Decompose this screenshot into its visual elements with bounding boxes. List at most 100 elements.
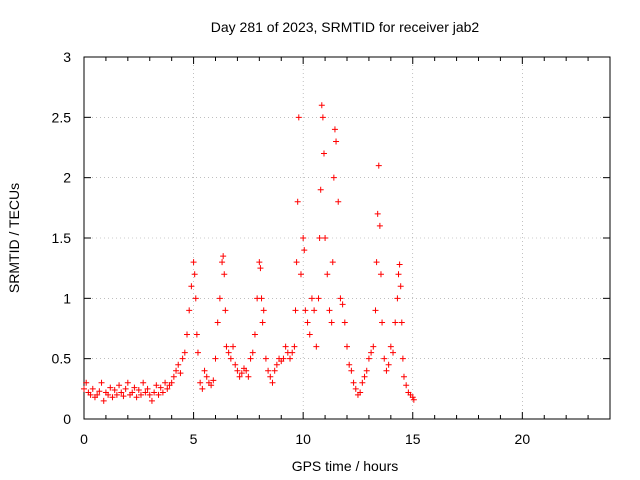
- data-point: [168, 379, 175, 386]
- data-point: [376, 222, 383, 229]
- x-tick-labels: 0 5 10 15 20: [80, 431, 530, 447]
- data-point: [153, 382, 160, 389]
- data-point: [297, 271, 304, 278]
- data-point: [177, 370, 184, 377]
- data-point: [109, 394, 116, 401]
- data-point: [129, 389, 136, 396]
- data-point: [148, 397, 155, 404]
- data-point: [186, 307, 193, 314]
- data-point: [381, 355, 388, 362]
- data-point: [214, 319, 221, 326]
- data-point: [98, 379, 105, 386]
- data-point: [375, 162, 382, 169]
- y-axis-label: SRMTID / TECUs: [6, 183, 22, 293]
- data-point: [193, 331, 200, 338]
- data-point: [398, 319, 405, 326]
- data-point: [184, 331, 191, 338]
- data-point: [216, 295, 223, 302]
- data-point: [208, 382, 215, 389]
- data-point: [151, 389, 158, 396]
- data-point: [105, 391, 112, 398]
- data-point: [107, 384, 114, 391]
- data-point: [116, 382, 123, 389]
- data-point: [131, 384, 138, 391]
- data-point: [339, 301, 346, 308]
- y-tick-label: 3: [63, 49, 71, 65]
- data-point: [282, 343, 289, 350]
- data-point: [175, 361, 182, 368]
- data-point: [190, 259, 197, 266]
- data-point: [390, 349, 397, 356]
- data-point: [94, 391, 101, 398]
- data-point: [181, 349, 188, 356]
- tick-marks: [83, 56, 610, 420]
- data-point: [201, 367, 208, 374]
- data-point: [96, 388, 103, 395]
- data-point: [313, 343, 320, 350]
- data-point: [399, 355, 406, 362]
- data-point: [316, 235, 323, 241]
- data-point: [227, 355, 234, 362]
- data-point: [199, 385, 206, 392]
- data-point: [287, 355, 294, 362]
- data-point: [300, 235, 307, 241]
- y-tick-labels: 0 0.5 1 1.5 2 2.5 3: [52, 49, 72, 427]
- data-point: [348, 367, 355, 374]
- data-point: [373, 259, 380, 266]
- data-point: [81, 385, 87, 392]
- data-point: [308, 295, 315, 302]
- data-point: [232, 361, 239, 368]
- data-point: [410, 396, 417, 403]
- data-point: [159, 389, 166, 396]
- data-point: [359, 379, 366, 386]
- data-point: [330, 174, 337, 181]
- data-point: [273, 361, 280, 368]
- data-point: [317, 186, 324, 193]
- data-point: [392, 319, 399, 326]
- data-point: [83, 379, 90, 386]
- data-point: [311, 307, 318, 314]
- data-point: [318, 102, 325, 109]
- data-point: [292, 307, 299, 314]
- data-point: [396, 261, 403, 268]
- data-point: [385, 361, 392, 368]
- data-point: [363, 367, 370, 374]
- data-point: [400, 373, 407, 380]
- data-point: [383, 367, 390, 374]
- data-point: [344, 343, 350, 350]
- data-point: [357, 389, 364, 396]
- data-point: [259, 319, 266, 326]
- data-point: [372, 307, 379, 314]
- data-point: [225, 349, 232, 356]
- y-tick-label: 2.5: [52, 109, 72, 125]
- data-point: [322, 235, 329, 241]
- data-point: [331, 126, 338, 133]
- data-point: [236, 373, 243, 380]
- y-tick-label: 1.5: [52, 230, 72, 246]
- y-tick-label: 0: [63, 411, 71, 427]
- data-point: [179, 355, 186, 362]
- data-point: [249, 349, 256, 356]
- data-point: [306, 331, 313, 338]
- data-point: [346, 361, 353, 368]
- data-point: [267, 373, 274, 380]
- data-point: [203, 373, 210, 380]
- data-point: [238, 370, 245, 377]
- data-point: [368, 349, 375, 356]
- data-point: [222, 307, 229, 314]
- data-point: [394, 295, 401, 302]
- data-point: [256, 259, 263, 266]
- y-tick-label: 1: [63, 290, 71, 306]
- data-point: [133, 394, 140, 401]
- data-point: [124, 379, 131, 386]
- data-point: [294, 198, 301, 205]
- x-axis-label: GPS time / hours: [292, 458, 399, 474]
- data-point: [265, 367, 272, 374]
- data-point: [335, 198, 342, 205]
- data-point: [247, 355, 254, 362]
- data-point: [337, 295, 344, 302]
- data-point: [304, 319, 311, 326]
- data-point: [87, 391, 94, 398]
- x-tick-label: 10: [295, 431, 311, 447]
